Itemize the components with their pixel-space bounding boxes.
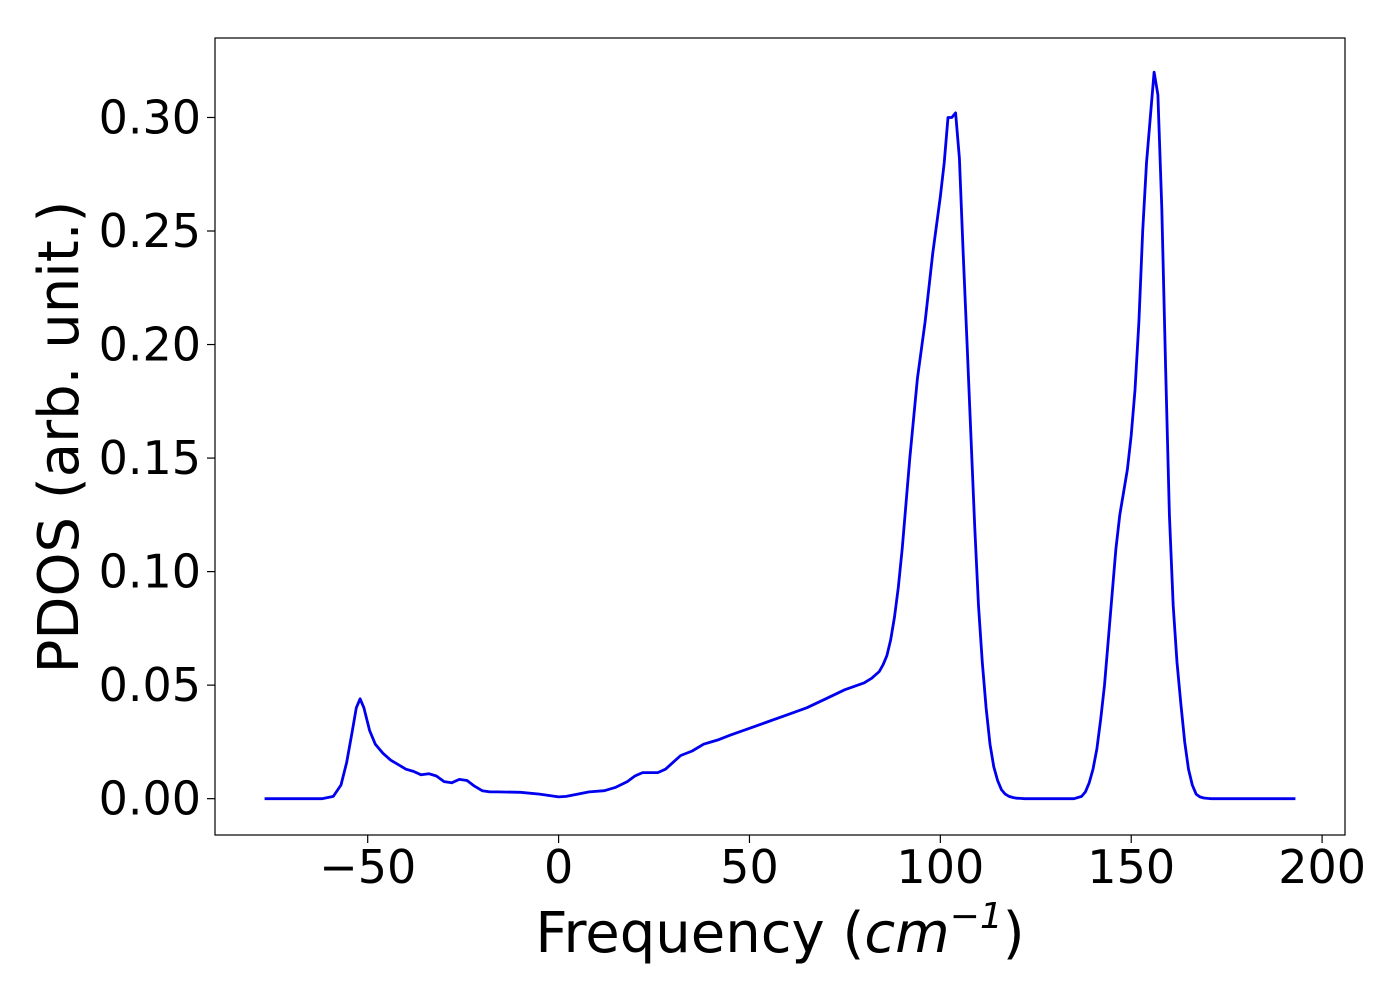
y-axis-ticks: 0.00 0.05 0.10 0.15 0.20 0.25 0.30 (99, 90, 215, 826)
y-tick-label: 0.05 (99, 658, 201, 712)
x-tick-label: 150 (1087, 840, 1175, 894)
x-tick-label: 100 (896, 840, 984, 894)
plot-frame (214, 37, 1346, 836)
y-tick-label: 0.25 (99, 204, 201, 258)
y-tick-label: 0.15 (99, 431, 201, 485)
y-tick-label: 0.30 (99, 90, 201, 144)
x-tick-label: −50 (319, 840, 416, 894)
plot-area (264, 70, 1296, 801)
x-axis-ticks: −50 0 50 100 150 200 (319, 835, 1366, 894)
y-tick-label: 0.20 (99, 318, 201, 372)
x-axis-label: Frequency (cm−1) (535, 896, 1024, 966)
y-tick-label: 0.10 (99, 545, 201, 599)
pdos-line-series-0 (264, 70, 1296, 801)
x-tick-label: 50 (720, 840, 779, 894)
x-tick-label: 0 (544, 840, 573, 894)
x-tick-label: 200 (1278, 840, 1366, 894)
y-axis-label: PDOS (arb. unit.) (27, 201, 92, 674)
y-tick-label: 0.00 (99, 772, 201, 826)
